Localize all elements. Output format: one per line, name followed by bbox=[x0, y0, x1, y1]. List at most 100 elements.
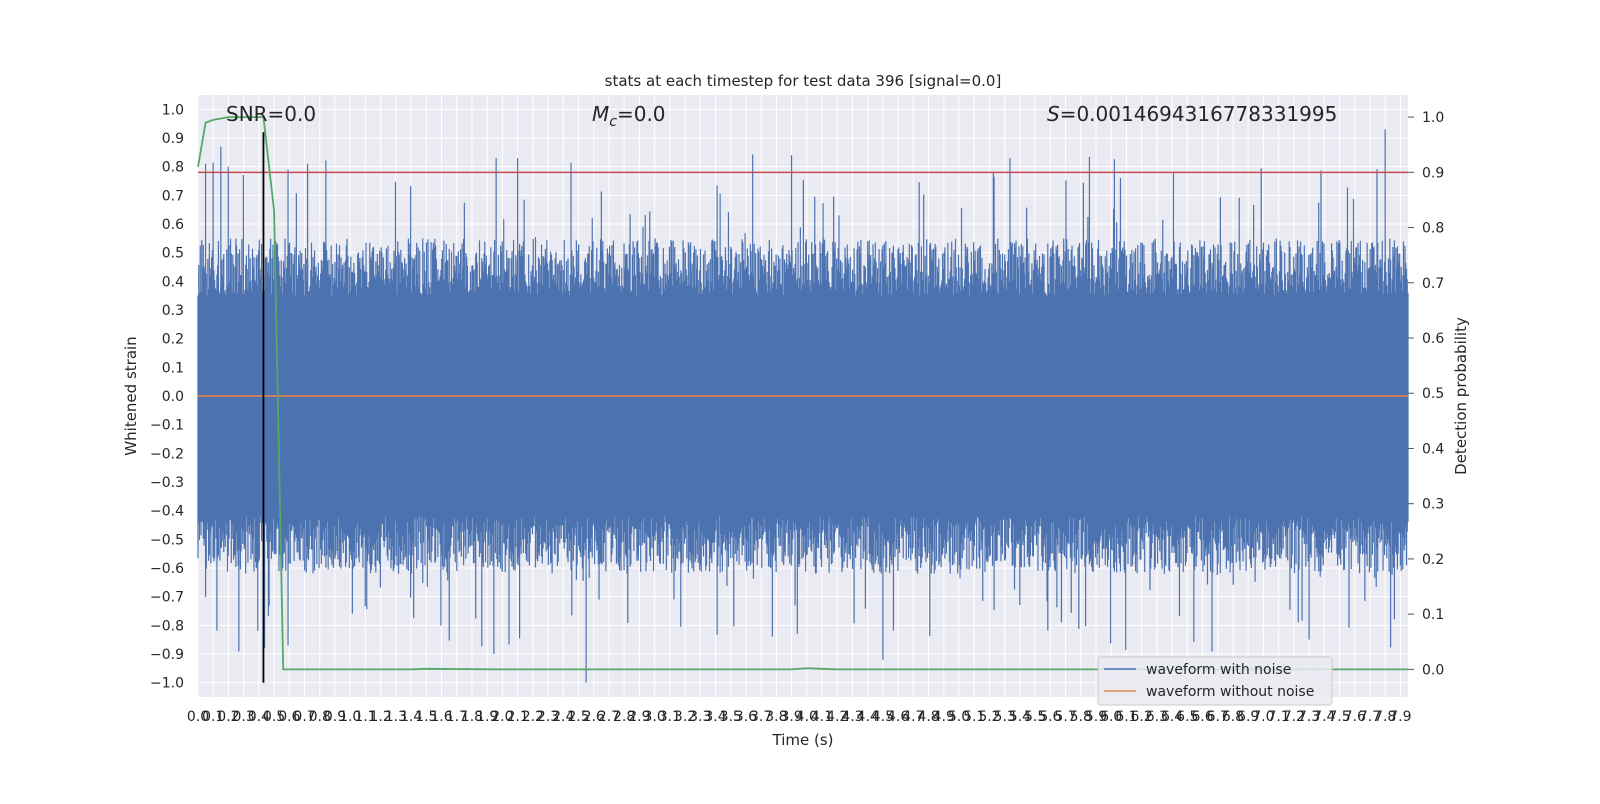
x-tick-label: 0.8 bbox=[309, 709, 331, 725]
y-tick-label-right: 0.7 bbox=[1422, 276, 1444, 292]
x-tick-label: 1.1 bbox=[354, 709, 376, 725]
x-tick-label: 3.7 bbox=[750, 709, 772, 725]
y-tick-label-left: 0.3 bbox=[162, 303, 184, 319]
x-tick-label: 4.6 bbox=[887, 709, 909, 725]
x-tick-label: 4.0 bbox=[796, 709, 818, 725]
x-tick-label: 3.9 bbox=[780, 709, 802, 725]
line-layer bbox=[197, 116, 1408, 683]
x-tick-label: 5.8 bbox=[1070, 709, 1092, 725]
y-tick-label-left: 0.6 bbox=[162, 217, 184, 233]
x-tick-label: 3.2 bbox=[674, 709, 696, 725]
x-tick-label: 1.4 bbox=[400, 709, 422, 725]
x-tick-label: 4.3 bbox=[841, 709, 863, 725]
x-tick-label: 3.8 bbox=[765, 709, 787, 725]
x-tick-label: 2.9 bbox=[628, 709, 650, 725]
y-tick-label-left: 0.5 bbox=[162, 246, 184, 262]
x-tick-label: 0.2 bbox=[217, 709, 239, 725]
x-tick-label: 3.5 bbox=[720, 709, 742, 725]
y-tick-label-left: −0.1 bbox=[150, 418, 184, 434]
x-tick-label: 1.2 bbox=[370, 709, 392, 725]
y-tick-label-left: −0.3 bbox=[150, 475, 184, 491]
x-tick-label: 5.1 bbox=[963, 709, 985, 725]
x-tick-label: 1.9 bbox=[476, 709, 498, 725]
x-tick-label: 6.8 bbox=[1222, 709, 1244, 725]
x-tick-label: 5.4 bbox=[1009, 709, 1031, 725]
x-tick-label: 1.0 bbox=[339, 709, 361, 725]
detection-probability-series bbox=[197, 116, 1408, 671]
tick-layer: 0.00.10.20.30.40.50.60.70.80.91.01.11.21… bbox=[150, 102, 1444, 725]
x-tick-label: 0.4 bbox=[248, 709, 270, 725]
x-tick-label: 6.0 bbox=[1100, 709, 1122, 725]
legend-label-noise: waveform with noise bbox=[1146, 662, 1291, 678]
x-tick-label: 5.3 bbox=[994, 709, 1016, 725]
y-tick-label-left: −0.2 bbox=[150, 446, 184, 462]
y-tick-label-left: −0.6 bbox=[150, 561, 184, 577]
x-tick-label: 7.2 bbox=[1283, 709, 1305, 725]
y-tick-label-left: −0.7 bbox=[150, 590, 184, 606]
x-tick-label: 3.6 bbox=[735, 709, 757, 725]
y-tick-label-left: −0.9 bbox=[150, 647, 184, 663]
x-tick-label: 2.6 bbox=[583, 709, 605, 725]
y-tick-label-left: −0.8 bbox=[150, 618, 184, 634]
x-tick-label: 5.5 bbox=[1024, 709, 1046, 725]
y-tick-label-left: −0.4 bbox=[150, 504, 184, 520]
x-tick-label: 4.8 bbox=[917, 709, 939, 725]
x-tick-label: 7.8 bbox=[1374, 709, 1396, 725]
s-annotation: S=0.0014694316778331995 bbox=[1047, 102, 1337, 126]
x-tick-label: 2.0 bbox=[491, 709, 513, 725]
x-tick-label: 7.0 bbox=[1252, 709, 1274, 725]
y-tick-label-right: 0.1 bbox=[1422, 607, 1444, 623]
x-tick-label: 7.4 bbox=[1313, 709, 1335, 725]
y-tick-label-right: 0.0 bbox=[1422, 662, 1444, 678]
x-tick-label: 2.4 bbox=[552, 709, 574, 725]
y-tick-label-right: 0.3 bbox=[1422, 497, 1444, 513]
y-tick-label-right: 0.5 bbox=[1422, 386, 1444, 402]
x-tick-label: 5.2 bbox=[978, 709, 1000, 725]
noise-waveform-layer bbox=[197, 129, 1409, 683]
x-tick-label: 1.5 bbox=[415, 709, 437, 725]
x-tick-label: 3.1 bbox=[659, 709, 681, 725]
x-tick-label: 0.1 bbox=[202, 709, 224, 725]
x-tick-label: 2.7 bbox=[598, 709, 620, 725]
x-tick-label: 4.7 bbox=[902, 709, 924, 725]
chirp-mass-symbol: M bbox=[592, 102, 609, 126]
snr-annotation: SNR=0.0 bbox=[226, 102, 316, 126]
x-tick-label: 5.7 bbox=[1054, 709, 1076, 725]
x-tick-label: 6.7 bbox=[1207, 709, 1229, 725]
x-tick-label: 0.0 bbox=[187, 709, 209, 725]
y-tick-label-right: 0.9 bbox=[1422, 165, 1444, 181]
x-tick-label: 7.1 bbox=[1267, 709, 1289, 725]
y-tick-label-left: −0.5 bbox=[150, 532, 184, 548]
x-tick-label: 0.9 bbox=[324, 709, 346, 725]
y-tick-label-left: 1.0 bbox=[162, 102, 184, 118]
y-tick-label-left: 0.7 bbox=[162, 188, 184, 204]
x-tick-label: 7.6 bbox=[1344, 709, 1366, 725]
chirp-mass-annotation: Mc=0.0 bbox=[592, 102, 666, 130]
x-tick-label: 4.2 bbox=[826, 709, 848, 725]
legend-box bbox=[1097, 656, 1333, 706]
x-tick-label: 0.6 bbox=[278, 709, 300, 725]
y-axis-label-right: Detection probability bbox=[1452, 317, 1470, 475]
x-tick-label: 0.7 bbox=[293, 709, 315, 725]
x-tick-label: 6.3 bbox=[1146, 709, 1168, 725]
y-tick-label-right: 0.6 bbox=[1422, 331, 1444, 347]
y-axis-label-left: Whitened strain bbox=[122, 336, 140, 455]
x-tick-label: 0.5 bbox=[263, 709, 285, 725]
x-tick-label: 4.1 bbox=[811, 709, 833, 725]
x-tick-label: 1.6 bbox=[430, 709, 452, 725]
x-tick-label: 2.1 bbox=[506, 709, 528, 725]
x-tick-label: 6.2 bbox=[1131, 709, 1153, 725]
s-symbol: S bbox=[1047, 102, 1060, 126]
chart-title: stats at each timestep for test data 396… bbox=[605, 72, 1002, 90]
y-tick-label-left: 0.2 bbox=[162, 332, 184, 348]
x-tick-label: 7.3 bbox=[1298, 709, 1320, 725]
y-tick-label-left: 0.1 bbox=[162, 360, 184, 376]
y-tick-label-left: 0.9 bbox=[162, 131, 184, 147]
y-tick-label-right: 0.8 bbox=[1422, 221, 1444, 237]
x-tick-label: 5.0 bbox=[948, 709, 970, 725]
y-tick-label-left: 0.0 bbox=[162, 389, 184, 405]
x-tick-label: 7.9 bbox=[1389, 709, 1411, 725]
x-tick-label: 6.6 bbox=[1191, 709, 1213, 725]
x-tick-label: 4.4 bbox=[857, 709, 879, 725]
